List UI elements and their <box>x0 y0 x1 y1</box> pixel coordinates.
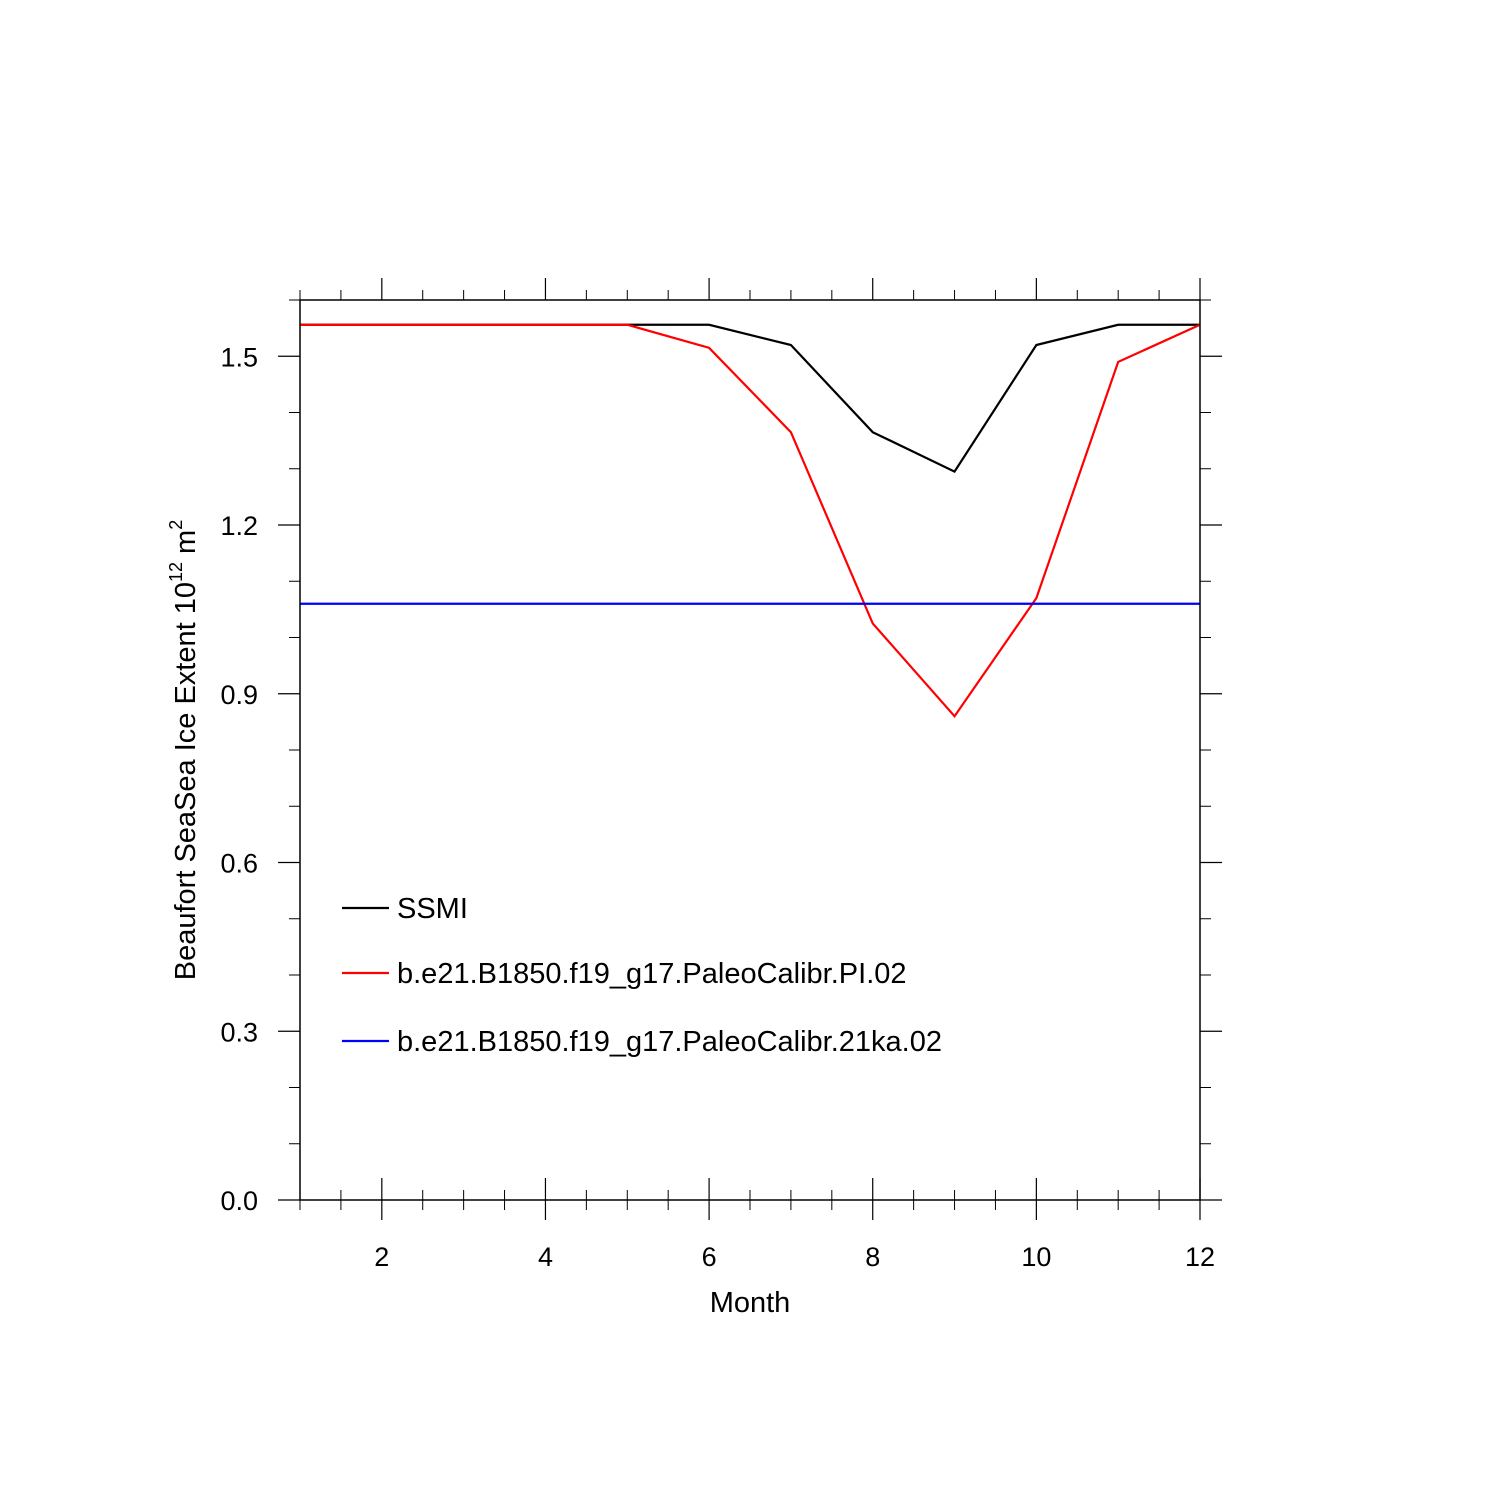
axis-ticks <box>278 278 1222 1220</box>
y-tick-label: 1.5 <box>220 342 258 372</box>
x-tick-label: 4 <box>538 1242 553 1272</box>
series-line-1 <box>300 323 1200 473</box>
legend-label: SSMI <box>397 893 468 925</box>
x-tick-label: 10 <box>1021 1242 1051 1272</box>
series-lines <box>300 323 1201 719</box>
y-tick-label: 0.9 <box>220 680 258 710</box>
legend: SSMI b.e21.B1850.f19_g17.PaleoCalibr.PI.0… <box>342 893 942 1058</box>
y-tick-label: 0.6 <box>220 849 258 879</box>
x-tick-label: 2 <box>374 1242 389 1272</box>
legend-label: b.e21.B1850.f19_g17.PaleoCalibr.PI.02 <box>397 958 907 990</box>
y-axis-title: Beaufort SeaSea Ice Extent 1012 m2 <box>166 520 202 980</box>
y-tick-label: 0.3 <box>220 1017 258 1047</box>
y-axis-title-exponent: 12 <box>166 562 186 582</box>
y-tick-label: 1.2 <box>220 511 258 541</box>
plot-frame <box>299 299 1201 1201</box>
y-axis-title-unit: m <box>170 530 202 562</box>
x-tick-label: 6 <box>702 1242 717 1272</box>
x-tick-label: 8 <box>865 1242 880 1272</box>
x-tick-label: 12 <box>1185 1242 1215 1272</box>
x-axis-title: Month <box>710 1287 791 1319</box>
y-axis-title-unit-exponent: 2 <box>166 520 186 530</box>
y-tick-label: 0.0 <box>220 1186 258 1216</box>
legend-label: b.e21.B1850.f19_g17.PaleoCalibr.21ka.02 <box>397 1026 942 1058</box>
tick-labels: 2 4 6 8 10 12 0.0 0.3 0.6 0.9 1.2 1.5 <box>220 342 1215 1272</box>
series-line-2 <box>300 323 1201 719</box>
y-axis-title-prefix: Beaufort SeaSea Ice Extent 10 <box>170 582 202 980</box>
